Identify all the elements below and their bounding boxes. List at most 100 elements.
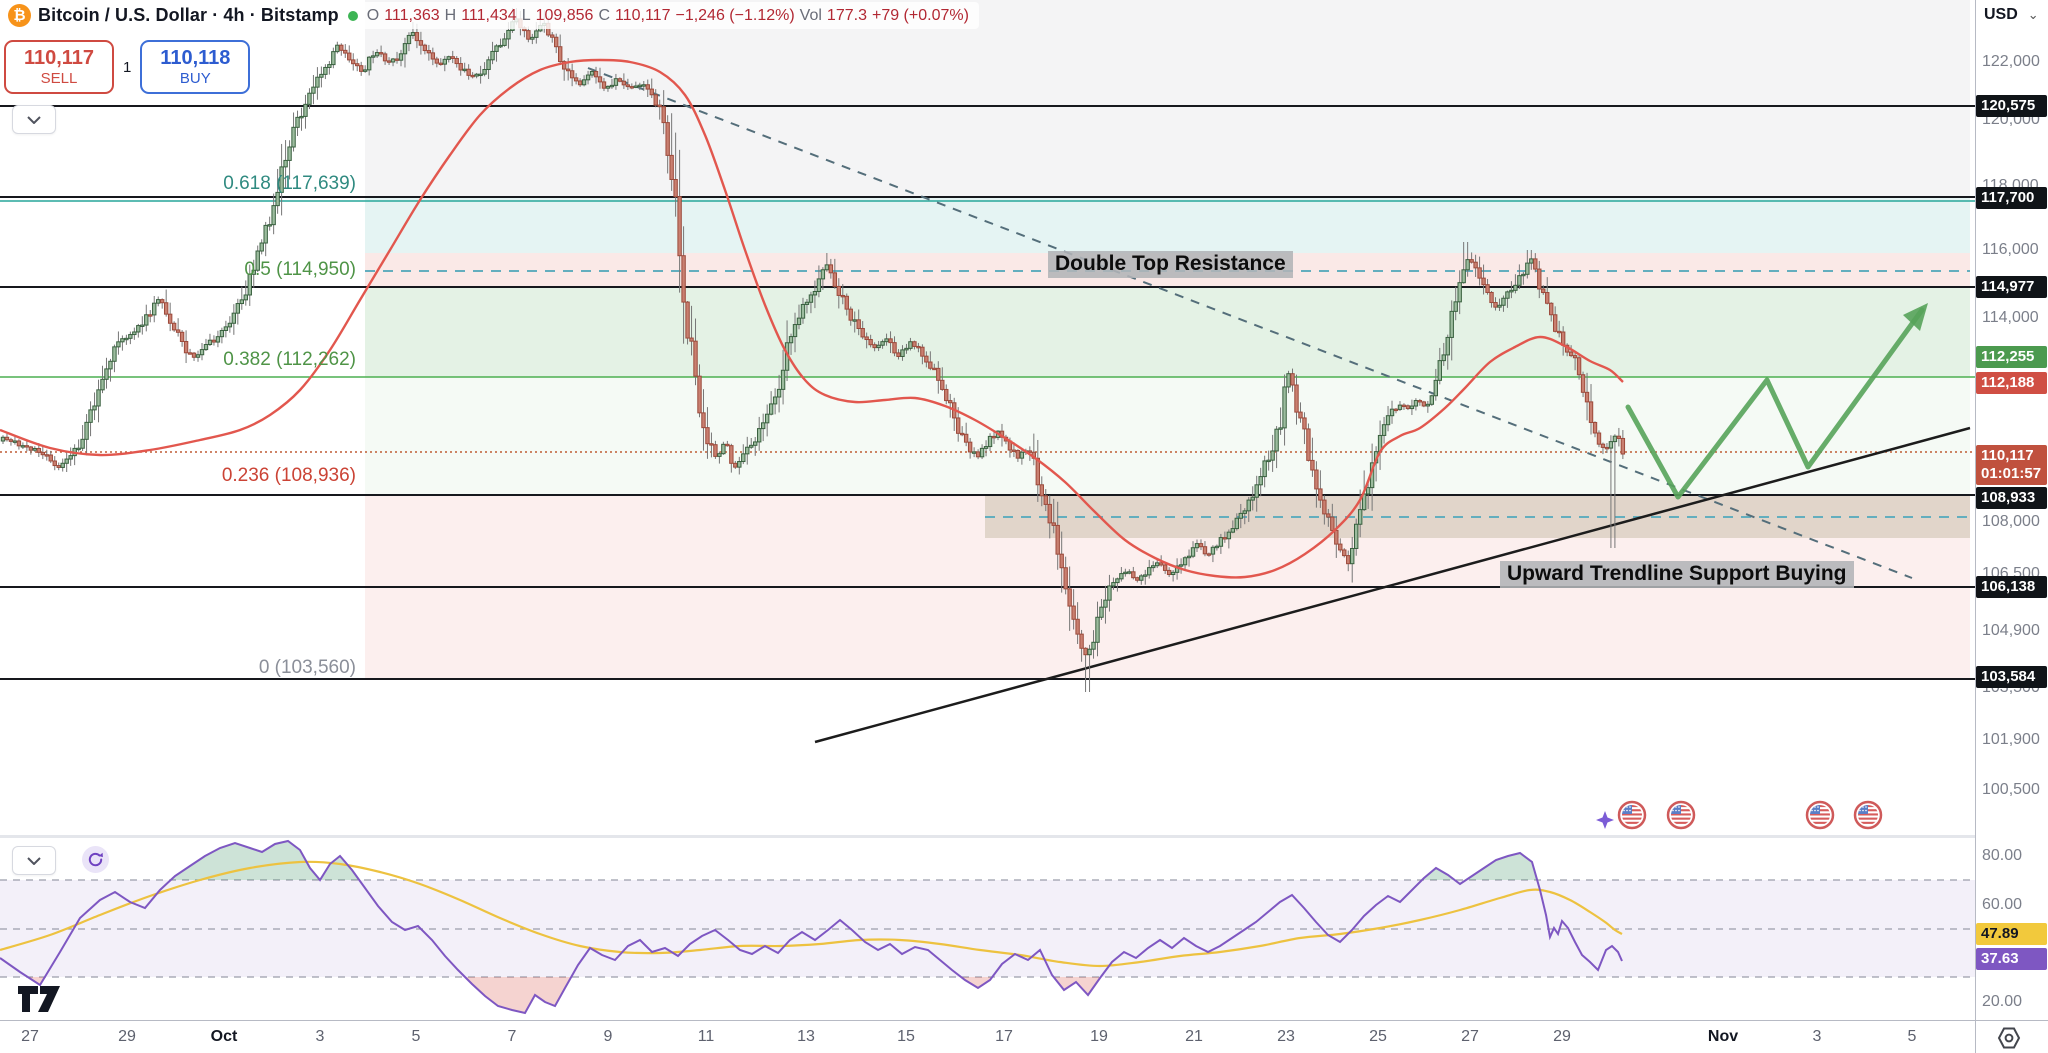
market-status-icon[interactable] — [347, 10, 358, 21]
candle-body — [343, 49, 348, 54]
pane-separator[interactable] — [0, 835, 1975, 838]
candle-body — [948, 400, 953, 404]
fib-level-label: 0 (103,560) — [258, 657, 356, 678]
candle-body — [832, 272, 838, 287]
candle-body — [1389, 408, 1395, 417]
candle-body — [231, 312, 237, 324]
candle-body — [741, 453, 746, 463]
candle-body — [760, 422, 766, 430]
candle-body — [581, 79, 587, 86]
candle-body — [585, 74, 591, 81]
candle-body — [319, 73, 324, 78]
candle-body — [1286, 373, 1291, 388]
candle-body — [167, 313, 173, 324]
candle-body — [163, 302, 169, 315]
candle-body — [1155, 562, 1160, 567]
candle-body — [351, 59, 356, 65]
candlestick-chart-canvas[interactable] — [0, 0, 1975, 835]
candle-body — [410, 32, 416, 36]
candle-body — [1202, 546, 1208, 555]
candle-body — [1445, 336, 1450, 356]
candle-body — [1079, 633, 1084, 649]
candle-body — [239, 299, 245, 305]
candle-body — [259, 242, 264, 252]
upward-support-trendline[interactable] — [814, 426, 1971, 744]
candle-body — [1147, 567, 1152, 576]
price-chart-pane[interactable]: 0.618 (117,639) 0.5 (114,950) 0.382 (112,2… — [0, 0, 1975, 835]
time-tick-label: 3 — [1812, 1028, 1822, 1045]
candle-body — [772, 396, 778, 405]
candle-body — [944, 388, 949, 402]
sell-button[interactable]: 110,117 SELL — [4, 40, 114, 94]
candle-body — [558, 46, 563, 63]
candle-body — [713, 444, 718, 457]
candle-body — [733, 462, 738, 468]
tradingview-logo[interactable] — [16, 982, 78, 1016]
candle-body — [1433, 379, 1438, 397]
collapse-rsi-pane-button[interactable] — [12, 846, 56, 875]
candle-body — [1576, 357, 1582, 376]
candle-body — [1123, 571, 1128, 575]
candle-body — [1139, 575, 1144, 581]
candle-body — [1043, 495, 1048, 505]
price-axis[interactable]: USD ⌄ 122,000 120,000 118,000 116,000 114,000… — [1976, 0, 2048, 1020]
candle-body — [1011, 449, 1017, 452]
candle-body — [561, 61, 567, 70]
candle-body — [1485, 284, 1490, 293]
time-axis[interactable]: 27 29 Oct 3 5 7 9 11 13 15 17 19 21 23 25 27 29 Nov 3 5 — [0, 1020, 2048, 1053]
candle-body — [243, 294, 248, 301]
currency-selector[interactable]: USD ⌄ — [1984, 6, 2039, 24]
candle-body — [916, 345, 921, 349]
candle-body — [100, 378, 105, 391]
candle-body — [1441, 354, 1446, 362]
symbol-title[interactable]: Bitcoin / U.S. Dollar · 4h · Bitstamp — [38, 5, 339, 25]
chart-annotation-label[interactable]: Upward Trendline Support Buying — [1500, 561, 1854, 588]
candle-body — [1178, 564, 1184, 567]
candle-body — [912, 341, 917, 347]
candle-body — [1063, 567, 1068, 590]
candle-body — [565, 68, 571, 72]
candle-body — [1529, 258, 1534, 264]
candle-body — [593, 70, 599, 78]
candle-body — [1489, 291, 1494, 304]
candle-body — [1194, 543, 1200, 549]
rsi-indicator-pane[interactable] — [0, 838, 1975, 1020]
fib-level-label: 0.236 (108,936) — [221, 465, 356, 486]
candle-body — [757, 428, 762, 443]
price-level-badge: 117,700 — [1976, 187, 2047, 209]
candle-body — [721, 443, 726, 455]
sell-price: 110,117 — [23, 46, 95, 69]
buy-button[interactable]: 110,118 BUY — [140, 40, 251, 94]
price-tick-label: 114,000 — [1982, 309, 2039, 326]
refresh-indicator-button[interactable] — [82, 846, 109, 873]
time-tick-label: 27 — [1461, 1028, 1479, 1045]
candle-body — [96, 389, 101, 407]
price-zone-band — [365, 287, 1970, 377]
candle-body — [40, 451, 45, 456]
candle-body — [1314, 469, 1319, 490]
close-value: 110,117 — [615, 6, 671, 24]
candle-body — [1190, 547, 1196, 557]
candle-body — [402, 43, 408, 55]
time-tick-label: 27 — [21, 1028, 39, 1045]
axis-settings-button[interactable] — [1996, 1025, 2022, 1051]
low-label: L — [521, 6, 531, 24]
candle-body — [645, 84, 650, 90]
candle-body — [498, 44, 503, 48]
candle-body — [378, 52, 384, 55]
candle-body — [446, 56, 451, 60]
candle-body — [1334, 529, 1339, 545]
chevron-down-icon: ⌄ — [2027, 7, 2039, 22]
candle-body — [1262, 460, 1267, 478]
candle-body — [908, 341, 913, 349]
chart-annotation-label[interactable]: Double Top Resistance — [1048, 251, 1293, 278]
price-level-badge: 120,575 — [1976, 95, 2047, 117]
collapse-main-pane-button[interactable] — [12, 105, 56, 134]
rsi-chart-canvas[interactable] — [0, 838, 1975, 1020]
projection-zigzag-line[interactable] — [1625, 307, 1925, 500]
candle-body — [554, 36, 559, 48]
candle-body — [872, 344, 877, 349]
candle-body — [128, 334, 133, 339]
candle-body — [335, 44, 340, 53]
